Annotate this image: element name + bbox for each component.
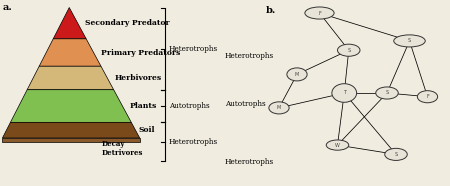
Text: M: M bbox=[277, 105, 281, 110]
Text: Autotrophs: Autotrophs bbox=[225, 100, 266, 108]
Text: Primary Predators: Primary Predators bbox=[101, 49, 180, 57]
Text: Soil: Soil bbox=[139, 126, 155, 134]
Ellipse shape bbox=[385, 148, 407, 160]
Text: Heterotrophs: Heterotrophs bbox=[225, 158, 274, 166]
Ellipse shape bbox=[326, 140, 349, 150]
Text: b.: b. bbox=[266, 6, 276, 15]
Text: Heterotrophs: Heterotrophs bbox=[169, 138, 218, 146]
Ellipse shape bbox=[305, 7, 334, 19]
Ellipse shape bbox=[287, 68, 307, 81]
Ellipse shape bbox=[418, 91, 437, 103]
Text: Secondary Predator: Secondary Predator bbox=[85, 19, 170, 27]
Polygon shape bbox=[27, 66, 114, 90]
Ellipse shape bbox=[269, 102, 289, 114]
Ellipse shape bbox=[394, 35, 425, 47]
Ellipse shape bbox=[376, 87, 398, 99]
Text: a.: a. bbox=[2, 3, 12, 12]
Polygon shape bbox=[39, 39, 101, 66]
Polygon shape bbox=[10, 90, 131, 122]
Text: F: F bbox=[426, 94, 429, 99]
Text: S: S bbox=[395, 152, 397, 157]
Text: F: F bbox=[318, 11, 321, 15]
Text: Heterotrophs: Heterotrophs bbox=[225, 52, 274, 60]
Polygon shape bbox=[53, 7, 86, 39]
Polygon shape bbox=[2, 122, 140, 138]
Ellipse shape bbox=[332, 84, 356, 102]
Polygon shape bbox=[2, 138, 140, 142]
Ellipse shape bbox=[338, 44, 360, 56]
Text: S: S bbox=[408, 39, 411, 43]
Text: S: S bbox=[347, 48, 350, 53]
Text: Plants: Plants bbox=[130, 102, 157, 110]
Text: Autotrophs: Autotrophs bbox=[169, 102, 210, 110]
Text: Herbivores: Herbivores bbox=[115, 74, 162, 82]
Text: W: W bbox=[335, 143, 340, 147]
Text: T: T bbox=[343, 91, 346, 95]
Text: Decay
Detrivores: Decay Detrivores bbox=[102, 140, 144, 157]
Text: M: M bbox=[295, 72, 299, 77]
Text: Heterotrophs: Heterotrophs bbox=[169, 45, 218, 53]
Text: S: S bbox=[386, 91, 388, 95]
